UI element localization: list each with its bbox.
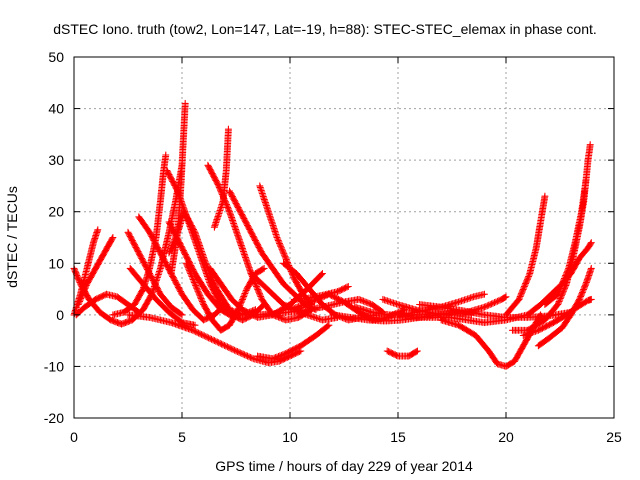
series-arc-14 [182, 259, 268, 334]
x-axis-ticks: 0 5 10 15 20 25 [70, 57, 622, 445]
x-tick-label-4: 20 [498, 429, 514, 445]
series-arc-6 [126, 264, 199, 329]
series-arc-19 [254, 321, 333, 363]
x-tick-label-5: 25 [606, 429, 622, 445]
y-tick-label-2: 0 [56, 307, 64, 323]
y-tick-label-1: -10 [44, 358, 64, 374]
series-arc-38 [519, 295, 595, 340]
y-tick-label-7: 50 [48, 49, 64, 65]
x-tick-label-0: 0 [70, 429, 78, 445]
series-arc-33 [502, 192, 549, 319]
y-tick-label-3: 10 [48, 255, 64, 271]
y-tick-label-5: 30 [48, 152, 64, 168]
series-arc-5 [109, 151, 170, 319]
series-markers-28 [383, 347, 421, 360]
y-tick-label-4: 20 [48, 204, 64, 220]
series-arc-32 [416, 300, 575, 321]
series-arc-3 [74, 233, 117, 309]
series-arc-16 [210, 125, 232, 231]
y-axis-label: dSTEC / TECUs [4, 186, 20, 288]
series-arc-37 [524, 239, 595, 319]
y-tick-label-6: 40 [48, 101, 64, 117]
data-series [70, 99, 595, 370]
y-axis-ticks: -20 -10 0 10 20 30 40 50 [44, 49, 614, 426]
x-tick-label-1: 5 [178, 429, 186, 445]
series-arc-7 [124, 228, 186, 319]
series-arc-18 [124, 311, 305, 367]
x-axis-label: GPS time / hours of day 229 of year 2014 [215, 458, 473, 474]
series-arc-25 [290, 282, 352, 303]
series-arc-28 [383, 347, 421, 360]
chart-title: dSTEC Iono. truth (tow2, Lon=147, Lat=-1… [53, 21, 597, 37]
x-tick-label-2: 10 [282, 429, 298, 445]
x-tick-label-3: 15 [390, 429, 406, 445]
series-arc-22 [256, 182, 316, 309]
plot-frame [73, 56, 615, 419]
y-tick-label-0: -20 [44, 410, 64, 426]
